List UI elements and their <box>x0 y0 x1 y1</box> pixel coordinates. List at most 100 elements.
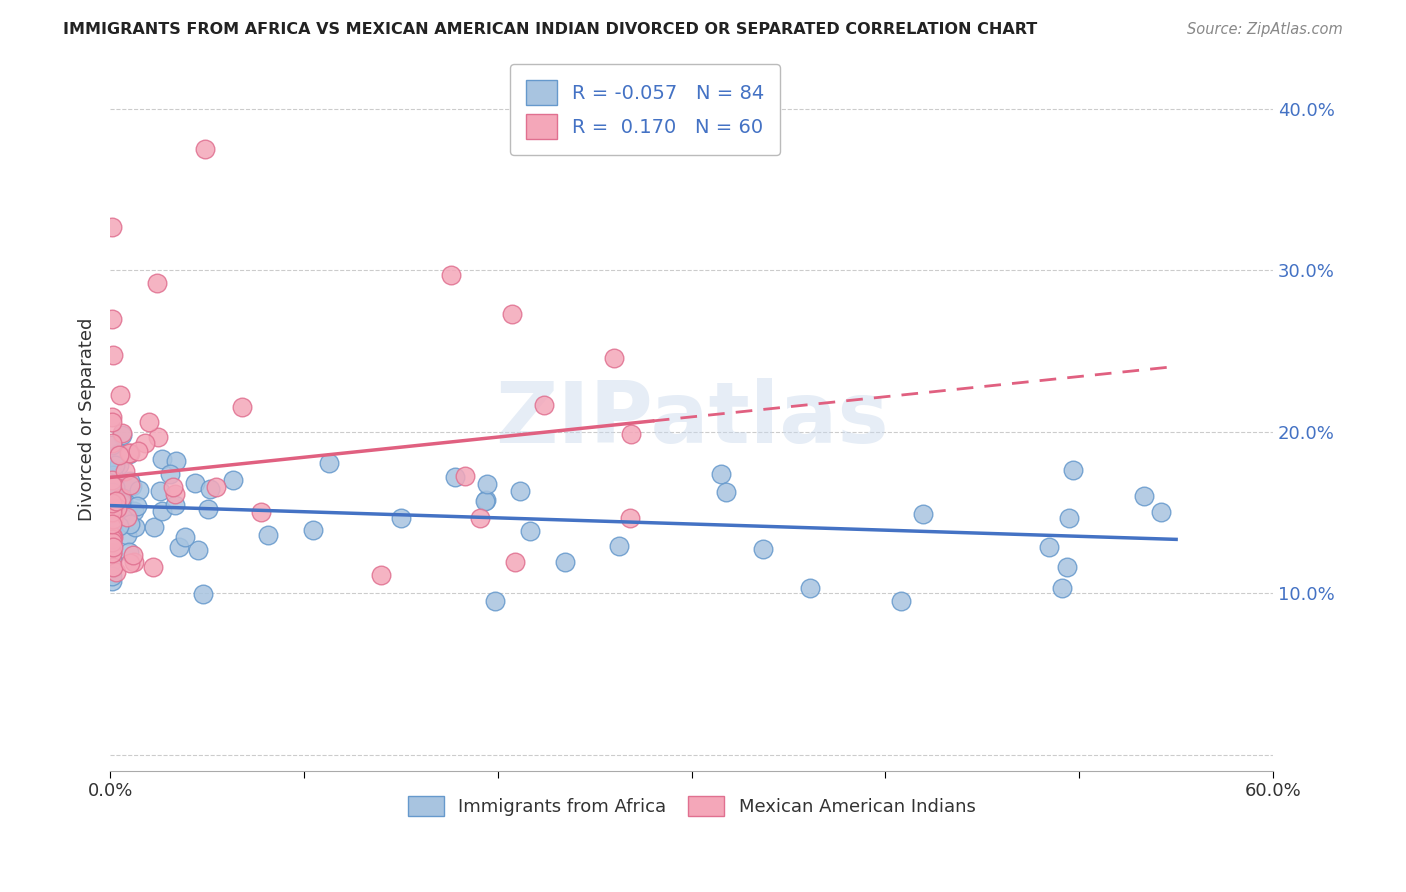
Point <box>101 546 124 560</box>
Point <box>250 505 273 519</box>
Point <box>146 429 169 443</box>
Point <box>101 532 124 546</box>
Point <box>167 541 190 555</box>
Point <box>110 495 132 509</box>
Point <box>620 426 643 441</box>
Point <box>149 484 172 499</box>
Point <box>205 480 228 494</box>
Point <box>607 539 630 553</box>
Text: IMMIGRANTS FROM AFRICA VS MEXICAN AMERICAN INDIAN DIVORCED OR SEPARATED CORRELAT: IMMIGRANTS FROM AFRICA VS MEXICAN AMERIC… <box>63 22 1038 37</box>
Point <box>101 499 124 513</box>
Point <box>111 427 134 442</box>
Point <box>150 452 173 467</box>
Point <box>110 497 132 511</box>
Point <box>439 268 461 282</box>
Point <box>143 520 166 534</box>
Point <box>554 555 576 569</box>
Point <box>197 502 219 516</box>
Point <box>101 435 124 450</box>
Point <box>890 594 912 608</box>
Point <box>799 581 821 595</box>
Point <box>198 482 221 496</box>
Point <box>108 446 131 460</box>
Point <box>120 517 142 532</box>
Point <box>101 574 124 588</box>
Text: ZIPatlas: ZIPatlas <box>495 378 889 461</box>
Point <box>134 436 156 450</box>
Point <box>108 448 131 462</box>
Point <box>122 555 145 569</box>
Point <box>101 534 124 549</box>
Point <box>101 506 124 520</box>
Point <box>509 483 531 498</box>
Point <box>231 400 253 414</box>
Point <box>108 507 131 521</box>
Point <box>389 510 412 524</box>
Point <box>117 510 139 524</box>
Point <box>103 521 125 535</box>
Point <box>184 475 207 490</box>
Point <box>1132 489 1154 503</box>
Point <box>101 554 124 568</box>
Point <box>103 507 125 521</box>
Point <box>710 467 733 481</box>
Point <box>191 587 214 601</box>
Point <box>101 540 124 554</box>
Point <box>110 497 132 511</box>
Point <box>484 594 506 608</box>
Point <box>101 478 124 492</box>
Point <box>103 348 125 362</box>
Point <box>105 501 128 516</box>
Point <box>114 464 136 478</box>
Point <box>619 510 641 524</box>
Point <box>118 475 141 489</box>
Point <box>101 410 124 425</box>
Point <box>533 398 555 412</box>
Point <box>127 444 149 458</box>
Point <box>117 506 139 520</box>
Point <box>101 516 124 531</box>
Point <box>163 498 186 512</box>
Point <box>370 567 392 582</box>
Point <box>101 521 124 535</box>
Point <box>146 276 169 290</box>
Point <box>101 505 124 519</box>
Point <box>101 521 124 535</box>
Point <box>222 474 245 488</box>
Point <box>104 480 127 494</box>
Point <box>101 530 124 544</box>
Point <box>110 491 132 505</box>
Point <box>101 529 124 543</box>
Point <box>474 494 496 508</box>
Point <box>101 511 124 525</box>
Point <box>118 557 141 571</box>
Point <box>101 470 124 484</box>
Point <box>120 445 142 459</box>
Point <box>108 387 131 401</box>
Point <box>101 415 124 429</box>
Point <box>444 470 467 484</box>
Point <box>101 220 124 235</box>
Point <box>101 496 124 510</box>
Point <box>122 548 145 562</box>
Point <box>468 511 491 525</box>
Point <box>194 142 217 156</box>
Point <box>103 458 125 472</box>
Point <box>163 487 186 501</box>
Point <box>101 560 124 574</box>
Point <box>108 458 131 473</box>
Point <box>101 504 124 518</box>
Point <box>122 504 145 518</box>
Point <box>138 415 160 429</box>
Point <box>101 546 124 560</box>
Point <box>1062 463 1084 477</box>
Point <box>256 527 278 541</box>
Point <box>124 519 146 533</box>
Point <box>117 447 139 461</box>
Point <box>714 485 737 500</box>
Point <box>501 307 523 321</box>
Point <box>174 530 197 544</box>
Point <box>454 469 477 483</box>
Point <box>318 456 340 470</box>
Point <box>101 530 124 544</box>
